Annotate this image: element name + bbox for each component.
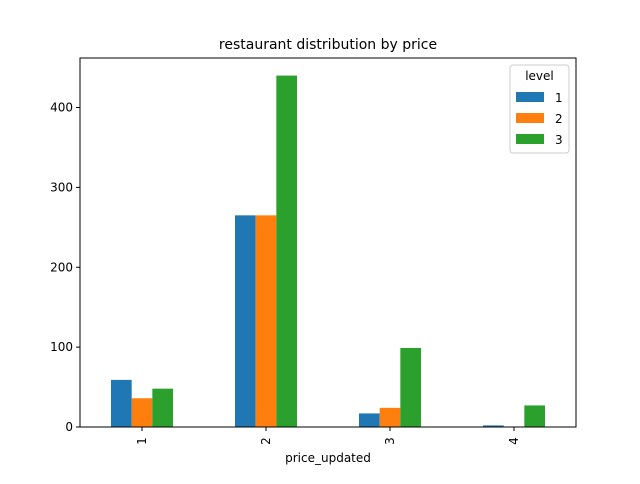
bar-level-2-price-3 (379, 407, 401, 427)
x-tick-label: 4 (507, 437, 521, 445)
plot-area: 1 2 3 4 0 100 200 300 400 (50, 75, 545, 445)
axes-frame (79, 57, 577, 428)
x-tick-label: 1 (135, 437, 149, 445)
bar-level-1-price-3 (359, 413, 380, 427)
bar-level-3-price-3 (400, 347, 421, 427)
y-tick-label: 0 (65, 420, 73, 434)
legend-box (509, 64, 570, 154)
legend-swatch-level-3 (516, 134, 544, 144)
x-tick-label: 3 (383, 437, 397, 445)
legend-title: level (525, 69, 554, 83)
y-tick-label: 200 (50, 260, 73, 274)
legend-label-level-2: 2 (555, 112, 563, 126)
bar-level-2-price-1 (131, 398, 153, 427)
bar-level-1-price-1 (111, 379, 132, 427)
chart-title: restaurant distribution by price (219, 37, 437, 53)
legend-label-level-3: 3 (555, 133, 563, 147)
legend-label-level-1: 1 (555, 91, 563, 105)
legend-swatch-level-1 (516, 92, 544, 102)
x-tick-label: 2 (259, 437, 273, 445)
bar-level-3-price-2 (276, 75, 297, 428)
legend-swatch-level-2 (516, 113, 544, 123)
y-tick-label: 100 (50, 340, 73, 354)
bar-level-3-price-4 (524, 405, 545, 427)
bar-level-1-price-4 (483, 425, 504, 427)
y-tick-label: 400 (50, 101, 73, 115)
x-axis-label: price_updated (285, 451, 371, 465)
bar-level-3-price-1 (152, 388, 173, 427)
y-tick-label: 300 (50, 180, 73, 194)
bar-level-2-price-2 (255, 215, 277, 427)
bar-level-1-price-2 (235, 215, 256, 427)
